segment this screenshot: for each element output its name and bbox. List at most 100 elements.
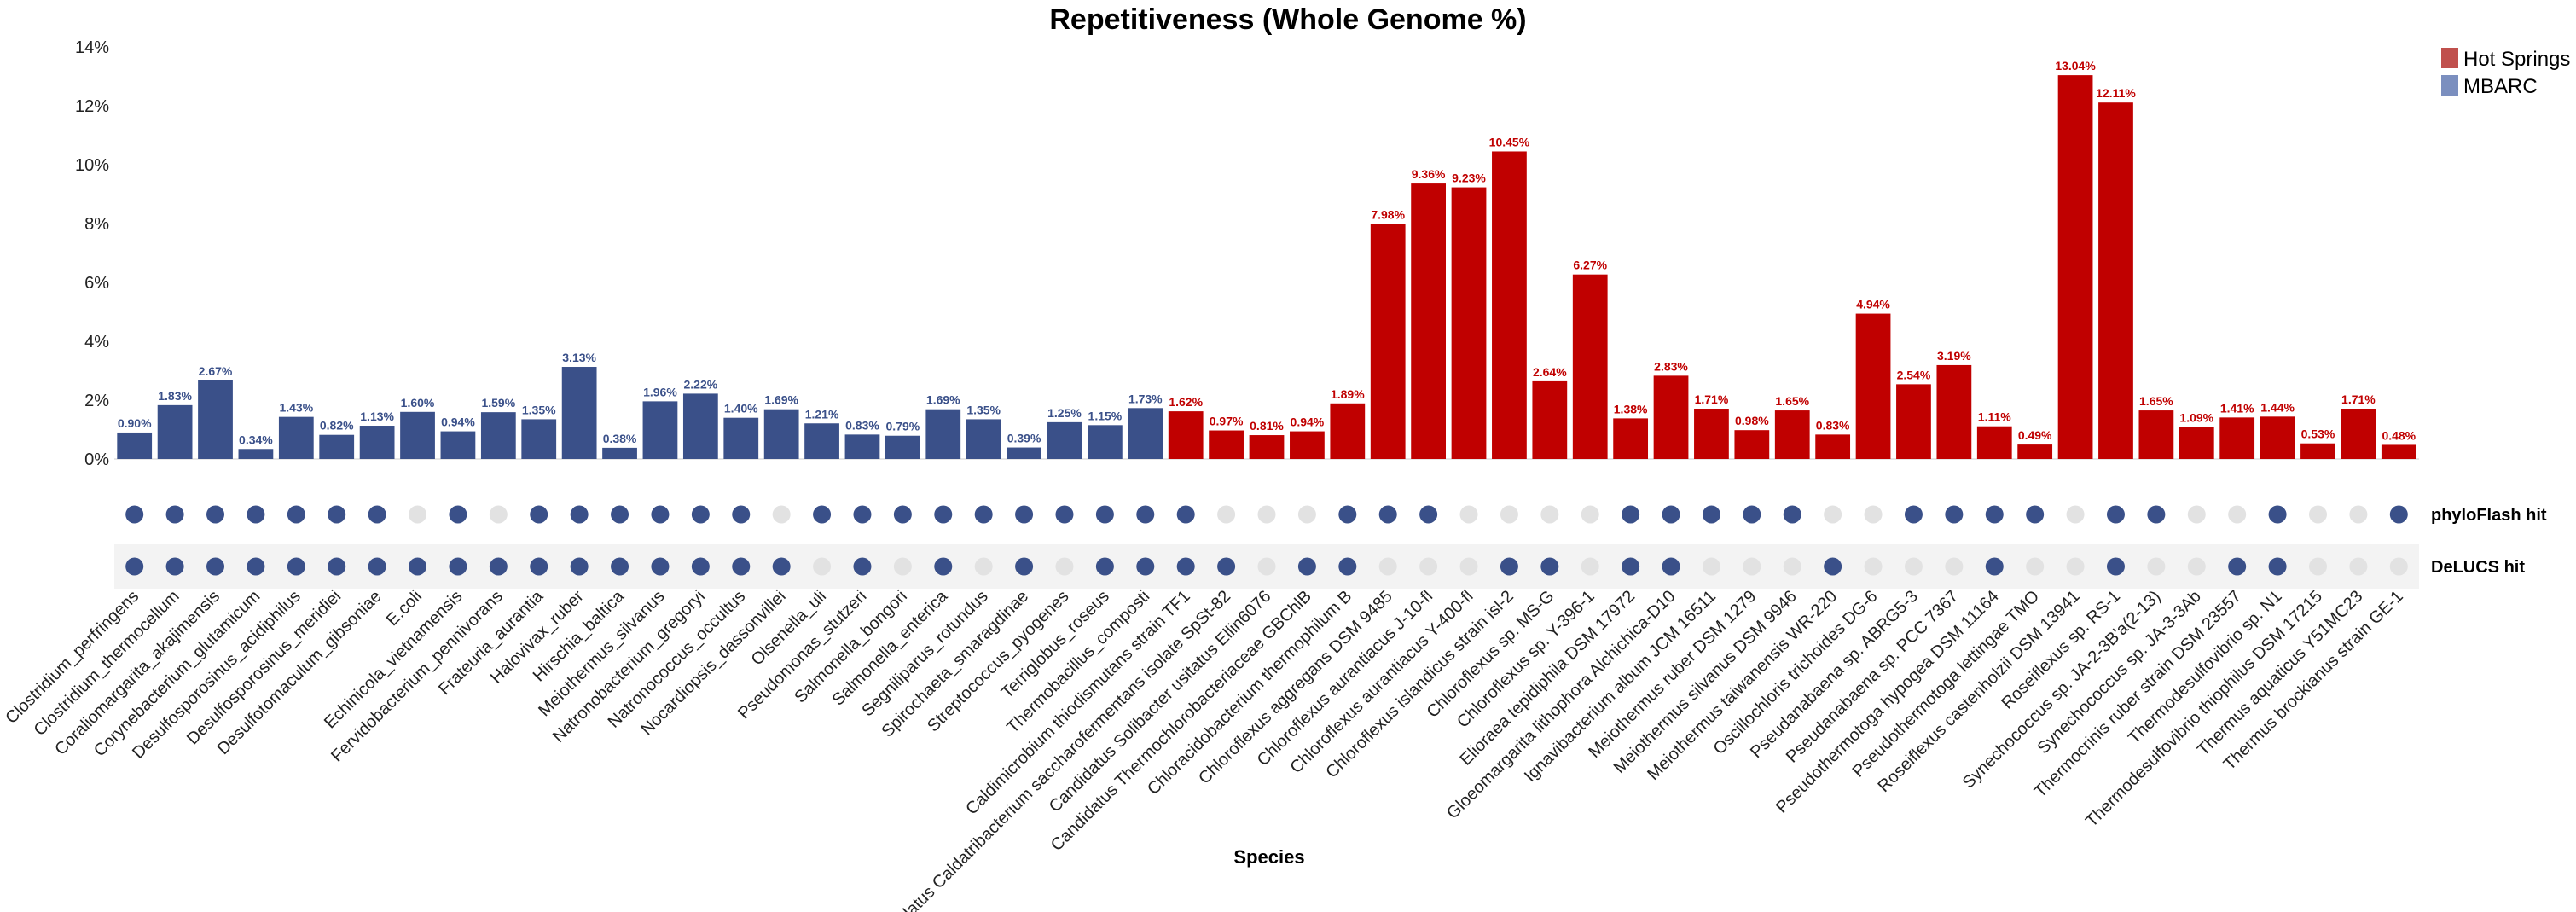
bar-value-label: 1.44% — [2260, 400, 2295, 414]
bar — [1653, 375, 1689, 459]
phyloflash-hit-dot — [1459, 505, 1478, 524]
delucs-hit-dot — [1783, 557, 1801, 576]
bar-value-label: 1.13% — [360, 410, 394, 423]
delucs-hit-dot — [1419, 557, 1438, 576]
bar — [602, 447, 637, 459]
bar-value-label: 0.82% — [320, 419, 354, 433]
bar-value-label: 9.36% — [1412, 167, 1446, 181]
bar — [2179, 427, 2214, 459]
bar — [1209, 430, 1244, 459]
bar-value-label: 1.35% — [966, 403, 1001, 416]
bar-value-label: 1.71% — [2341, 392, 2376, 406]
delucs-hit-dot — [893, 557, 912, 576]
bar-value-label: 0.97% — [1210, 415, 1244, 428]
delucs-hit-dot — [1015, 557, 1034, 576]
delucs-hit-dot — [206, 557, 225, 576]
delucs-row-label: DeLUCS hit — [2431, 558, 2525, 577]
bar — [1007, 447, 1041, 459]
bar — [1249, 435, 1285, 459]
bar — [157, 404, 193, 459]
bar-value-label: 0.49% — [2018, 428, 2052, 442]
phyloflash-hit-dot — [368, 505, 386, 524]
bar-value-label: 1.15% — [1088, 409, 1123, 422]
phyloflash-hit-dot — [934, 505, 953, 524]
bar — [1896, 384, 1931, 459]
bar-value-label: 2.67% — [199, 364, 233, 378]
phyloflash-hit-dot — [2349, 505, 2368, 524]
bar — [1532, 380, 1568, 459]
bar-value-label: 1.40% — [724, 402, 758, 415]
bar — [2057, 75, 2093, 460]
bar-value-label: 0.90% — [118, 416, 152, 430]
bar-value-label: 4.94% — [1856, 298, 1890, 311]
bar-value-label: 12.11% — [2096, 86, 2136, 100]
bar — [1976, 426, 2012, 459]
delucs-hit-dot — [328, 557, 346, 576]
phyloflash-hit-dot — [1297, 505, 1316, 524]
phyloflash-hit-dot — [1985, 505, 2004, 524]
bar-value-label: 0.34% — [239, 433, 273, 446]
phyloflash-hit-dot — [1783, 505, 1801, 524]
phyloflash-hit-dot — [2106, 505, 2125, 524]
phyloflash-hit-dot — [611, 505, 629, 524]
bar — [642, 401, 678, 459]
bar-value-label: 1.09% — [2179, 410, 2213, 424]
y-tick-label: 10% — [75, 156, 109, 175]
delucs-hit-dot — [1945, 557, 1964, 576]
bar-value-label: 2.22% — [683, 377, 717, 391]
phyloflash-hit-dot — [409, 505, 427, 524]
bar — [885, 435, 920, 459]
bar-value-label: 1.21% — [805, 407, 839, 421]
bar — [1370, 224, 1406, 459]
phyloflash-hit-dot — [1055, 505, 1074, 524]
phyloflash-hit-dot — [2026, 505, 2045, 524]
bar — [2098, 102, 2133, 459]
delucs-hit-dot — [1176, 557, 1195, 576]
legend-entry-label: MBARC — [2463, 75, 2538, 98]
delucs-hit-dot — [934, 557, 953, 576]
delucs-hit-dot — [368, 557, 386, 576]
bar — [1613, 418, 1649, 459]
delucs-hit-dot — [2147, 557, 2166, 576]
bar-value-label: 1.35% — [522, 403, 556, 416]
bar — [1128, 408, 1163, 459]
phyloflash-hit-dot — [165, 505, 184, 524]
bar — [2260, 416, 2295, 459]
phyloflash-hit-dot — [206, 505, 225, 524]
delucs-hit-dot — [691, 557, 710, 576]
bar-value-label: 1.60% — [401, 396, 435, 410]
phyloflash-hit-dot — [1015, 505, 1034, 524]
delucs-hit-dot — [1095, 557, 1114, 576]
bar-value-label: 3.19% — [1937, 349, 1971, 363]
delucs-hit-dot — [1338, 557, 1357, 576]
delucs-hit-dot — [611, 557, 629, 576]
bar — [1936, 364, 1972, 459]
bar — [682, 393, 718, 459]
phyloflash-hit-dot — [1500, 505, 1518, 524]
phyloflash-hit-dot — [287, 505, 305, 524]
delucs-hit-dot — [1217, 557, 1236, 576]
phyloflash-hit-dot — [2268, 505, 2287, 524]
phyloflash-hit-dot — [691, 505, 710, 524]
bar-value-label: 0.83% — [1816, 418, 1850, 432]
phyloflash-row-label: phyloFlash hit — [2431, 506, 2547, 525]
delucs-hit-dot — [1378, 557, 1397, 576]
bar-value-label: 0.79% — [886, 420, 920, 433]
bar — [2219, 417, 2255, 459]
delucs-hit-dot — [853, 557, 872, 576]
phyloflash-hit-dot — [2228, 505, 2247, 524]
delucs-hit-dot — [2187, 557, 2206, 576]
delucs-hit-dot — [2106, 557, 2125, 576]
y-tick-label: 12% — [75, 97, 109, 116]
bar — [1451, 187, 1487, 459]
bar — [2300, 443, 2335, 459]
bar — [763, 409, 799, 459]
bar-value-label: 1.59% — [481, 396, 515, 410]
delucs-hit-dot — [1581, 557, 1599, 576]
phyloflash-hit-dot — [328, 505, 346, 524]
phyloflash-hit-dot — [2308, 505, 2327, 524]
bar — [1815, 434, 1851, 459]
phyloflash-hit-dot — [1662, 505, 1680, 524]
delucs-hit-dot — [2389, 557, 2408, 576]
bar-value-label: 1.71% — [1695, 392, 1729, 406]
